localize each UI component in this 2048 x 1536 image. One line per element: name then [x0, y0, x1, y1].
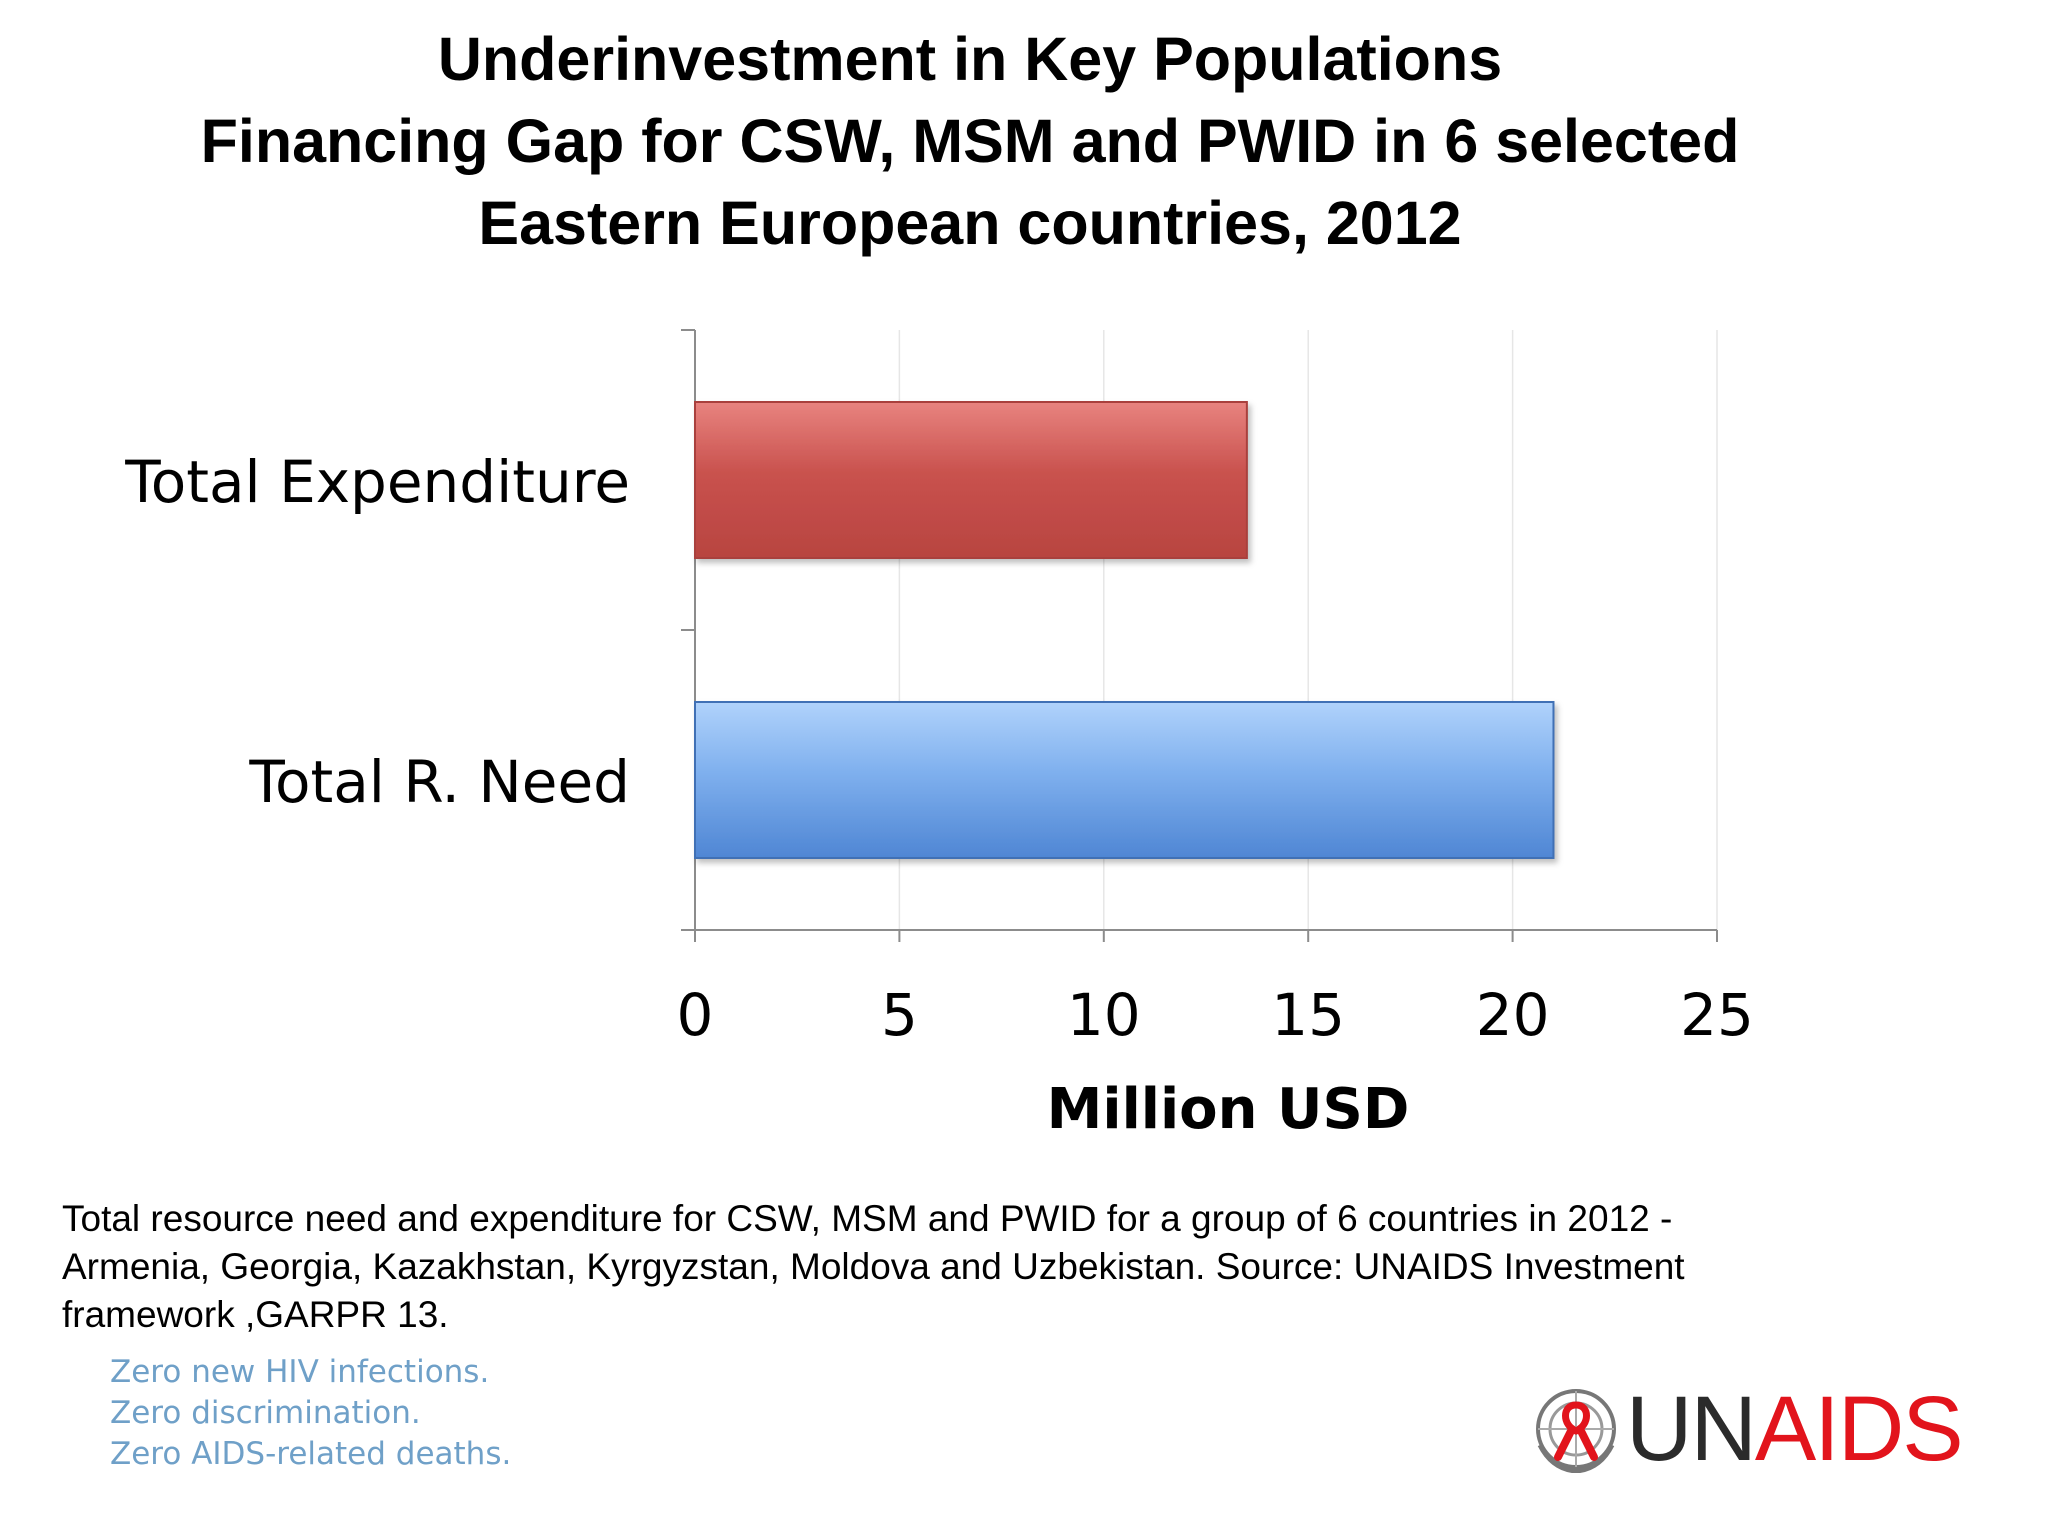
bar-total-expenditure: [694, 401, 1248, 559]
caption-line-3: framework ,GARPR 13.: [62, 1294, 449, 1335]
title-line-2: Financing Gap for CSW, MSM and PWID in 6…: [200, 107, 1740, 175]
x-tick-label-15: 15: [1271, 981, 1345, 1049]
x-tick-label-0: 0: [677, 981, 714, 1049]
category-label-0: Total Expenditure: [124, 448, 630, 516]
title-line-3: Eastern European countries, 2012: [478, 189, 1462, 257]
source-caption: Total resource need and expenditure for …: [62, 1195, 1862, 1339]
bar-chart: 0 5 10 15 20 25 Total Expenditure Total R. Need…: [124, 329, 1754, 1142]
labels: 0 5 10 15 20 25 Total Expenditure Total R. Need…: [124, 448, 1754, 1142]
logo-wordmark: UNAIDS: [1626, 1383, 1964, 1475]
x-tick-label-25: 25: [1680, 981, 1754, 1049]
slogan-1: Zero new HIV infections.: [110, 1354, 490, 1390]
x-axis-title: Million USD: [1047, 1077, 1410, 1142]
chart-title: Underinvestment in Key Populations Finan…: [60, 18, 1880, 264]
x-tick-label-10: 10: [1067, 981, 1141, 1049]
bar-total-r-need: [694, 701, 1555, 859]
caption-line-2: Armenia, Georgia, Kazakhstan, Kyrgyzstan…: [62, 1246, 1685, 1287]
slogan-3: Zero AIDS-related deaths.: [110, 1436, 512, 1472]
slogan-2: Zero discrimination.: [110, 1395, 421, 1431]
un-emblem-red-ribbon-icon: [1536, 1389, 1616, 1473]
x-tick-label-20: 20: [1476, 981, 1550, 1049]
logo-aids-text: AIDS: [1754, 1378, 1964, 1480]
x-tick-label-5: 5: [881, 981, 918, 1049]
bars: [694, 401, 1555, 859]
logo-un-text: UN: [1626, 1378, 1757, 1480]
slogans: Zero new HIV infections. Zero discrimina…: [110, 1352, 511, 1475]
title-line-1: Underinvestment in Key Populations: [437, 25, 1503, 93]
caption-line-1: Total resource need and expenditure for …: [62, 1198, 1673, 1239]
category-label-1: Total R. Need: [248, 748, 630, 816]
unaids-logo: UNAIDS: [1532, 1383, 1964, 1475]
